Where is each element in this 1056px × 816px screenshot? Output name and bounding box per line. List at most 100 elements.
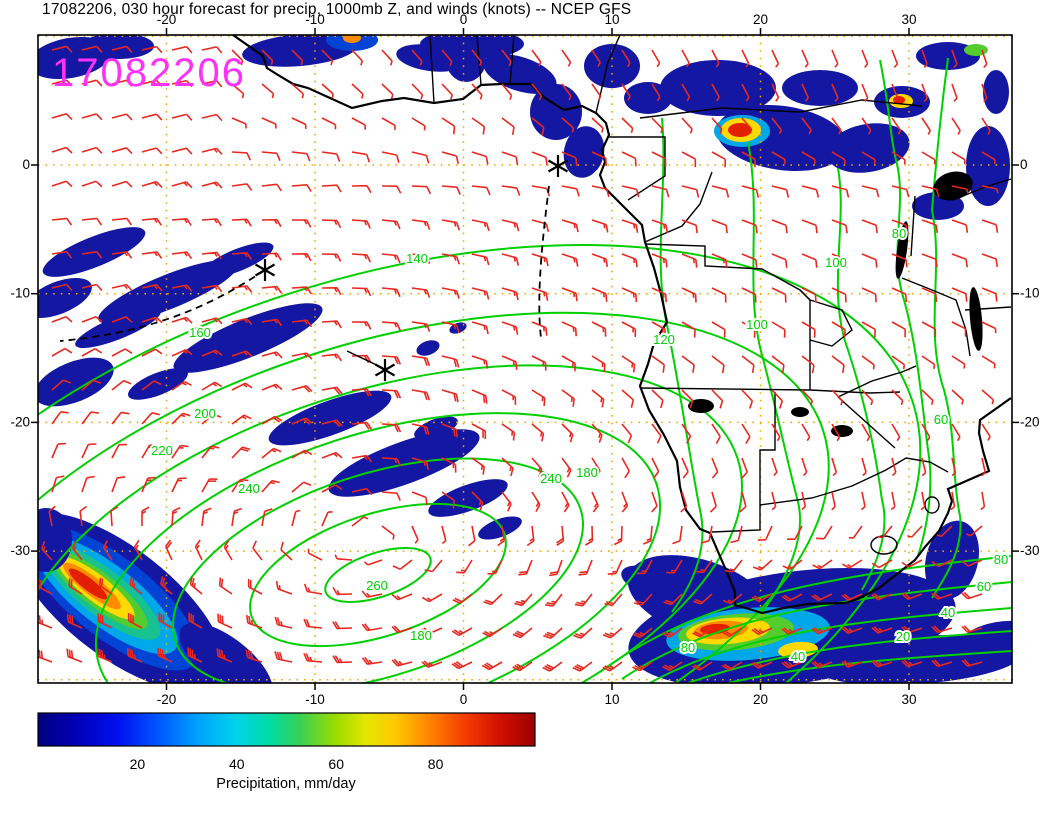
wind-barb: [651, 423, 662, 444]
wind-barb: [411, 83, 424, 100]
wind-barb: [471, 287, 490, 300]
wind-barb: [741, 457, 748, 479]
wind-barb: [711, 185, 730, 198]
wind-barb: [81, 379, 102, 391]
wind-barb: [771, 151, 786, 165]
contour-label: 180: [576, 465, 598, 480]
wind-barb: [392, 559, 413, 570]
wind-barb: [771, 491, 777, 511]
wind-barb: [681, 83, 691, 102]
wind-barb: [561, 355, 576, 372]
wind-barb: [585, 525, 594, 546]
wind-barb: [171, 181, 193, 189]
wind-barb: [921, 423, 931, 442]
wind-barb: [549, 559, 563, 577]
wind-barb: [501, 321, 519, 335]
wind-barb: [411, 355, 431, 367]
wind-barb: [261, 49, 274, 66]
wind-barb: [231, 414, 252, 425]
wind-barb: [361, 623, 383, 632]
wind-barb: [411, 117, 426, 131]
wind-barb: [651, 117, 664, 134]
wind-barb: [787, 525, 803, 540]
wind-barb: [871, 593, 893, 601]
wind-barb: [471, 423, 487, 439]
wind-barb: [141, 444, 158, 459]
wind-barb: [651, 321, 666, 338]
wind-barb: [771, 355, 785, 374]
wind-barb: [487, 559, 503, 575]
wind-barb: [771, 457, 778, 477]
wind-barb: [831, 423, 841, 442]
wind-barb: [332, 587, 353, 596]
wind-barb: [501, 185, 521, 196]
wind-barb: [681, 151, 697, 167]
wind-barb: [501, 117, 515, 136]
wind-barb: [501, 389, 517, 405]
wind-barb: [171, 444, 189, 459]
wind-barb: [501, 151, 519, 165]
wind-barb: [231, 285, 253, 293]
wind-barb: [801, 491, 807, 511]
wind-barb: [891, 151, 906, 165]
wind-barb: [252, 540, 263, 561]
wind-barb: [38, 614, 53, 629]
wind-barb: [111, 443, 127, 459]
wind-barb: [291, 49, 304, 66]
contour-label: 180: [410, 628, 432, 643]
wind-barb: [891, 219, 908, 234]
wind-barb: [391, 625, 413, 634]
wind-barb: [801, 287, 817, 303]
wind-barb: [81, 316, 103, 323]
wind-barb: [194, 539, 203, 561]
map-layers: 1401601802002202402402601801201001008060…: [10, 12, 1039, 772]
wind-barb: [158, 612, 173, 629]
wind-barb: [801, 253, 818, 268]
wind-barb: [231, 446, 251, 459]
wind-barb: [171, 506, 181, 527]
wind-barb: [860, 491, 866, 511]
wind-barb: [411, 253, 431, 264]
wind-barb: [771, 389, 784, 409]
contour-label: 60: [934, 412, 948, 427]
wind-barb: [81, 45, 103, 53]
axis-tick-label: -20: [157, 692, 177, 707]
contour-label: 260: [366, 578, 388, 593]
wind-barb: [711, 151, 726, 168]
wind-barb: [695, 559, 713, 574]
wind-barb: [51, 180, 73, 188]
wind-barb: [51, 442, 66, 459]
wind-barb: [351, 287, 372, 297]
wind-barb: [201, 46, 223, 54]
wind-barb: [621, 219, 639, 233]
wind-barb: [901, 592, 923, 601]
wind-barb: [201, 80, 223, 88]
contour-label: 80: [681, 640, 695, 655]
wind-barb: [741, 321, 756, 338]
wind-barb: [351, 49, 364, 66]
wind-barb: [411, 185, 432, 195]
wind-barb: [531, 219, 550, 232]
wind-barb: [591, 151, 608, 167]
wind-barb: [561, 219, 579, 233]
wind-barb: [621, 83, 631, 101]
asterisk-marker: [254, 259, 276, 281]
wind-barb: [921, 253, 938, 268]
wind-barb: [531, 185, 551, 197]
axis-layer: -20 -20 -10 -10 0 0 10 10 20 20 30 30 0 0 -10 -10 -20 -20…: [10, 12, 1039, 707]
wind-barb: [141, 316, 163, 324]
wind-barb: [861, 185, 880, 198]
wind-barb: [711, 355, 725, 374]
wind-barb: [245, 649, 263, 663]
wind-barb: [361, 590, 383, 598]
wind-barb: [632, 661, 653, 672]
wind-barb: [831, 117, 842, 135]
wind-barb: [741, 117, 753, 135]
wind-barb: [471, 117, 486, 135]
wind-barb: [81, 180, 103, 188]
wind-barb: [861, 389, 874, 406]
wind-barb: [291, 117, 307, 129]
wind-barb: [274, 651, 293, 663]
wind-barb: [261, 415, 283, 425]
wind-barb: [801, 117, 812, 135]
